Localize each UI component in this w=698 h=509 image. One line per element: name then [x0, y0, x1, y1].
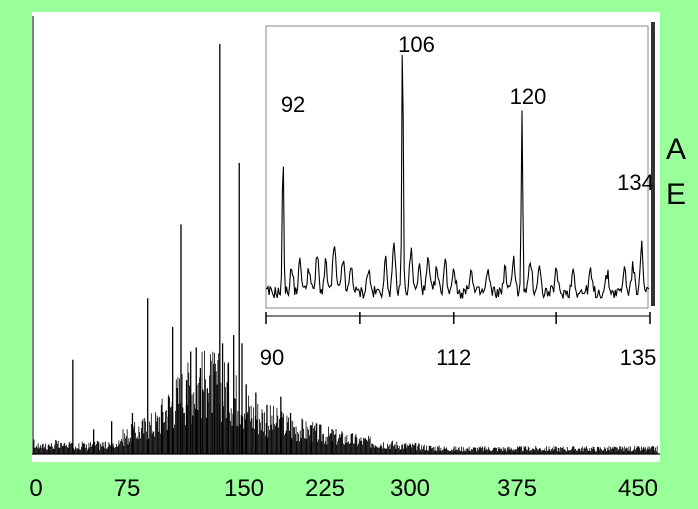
inset-peak-label-120: 120: [509, 84, 547, 109]
inset-peak-label-92: 92: [280, 92, 306, 117]
main-tick-label-75: 75: [113, 475, 141, 502]
inset-peak-label-106: 106: [398, 32, 435, 57]
main-spectrum: [32, 16, 660, 455]
inset-frame: [265, 25, 649, 309]
side-text-a: A: [666, 133, 687, 166]
main-tick-label-375: 375: [496, 475, 538, 502]
main-tick-label-0: 0: [29, 475, 43, 502]
main-tick-label-150: 150: [223, 475, 265, 502]
main-tick-label-225: 225: [304, 475, 346, 502]
inset-tick-label-135: 135: [619, 345, 657, 370]
inset-trace: [265, 54, 650, 300]
inset-peak-label-134: 134: [617, 170, 654, 195]
inset-tick-label-112: 112: [436, 345, 472, 370]
main-tick-label-300: 300: [389, 475, 431, 502]
inset-spectrum: [265, 22, 655, 324]
inset-tick-label-90: 90: [259, 345, 285, 370]
side-text-e: E: [666, 178, 687, 211]
inset-plot: [258, 22, 660, 376]
main-tick-label-450: 450: [617, 475, 659, 502]
